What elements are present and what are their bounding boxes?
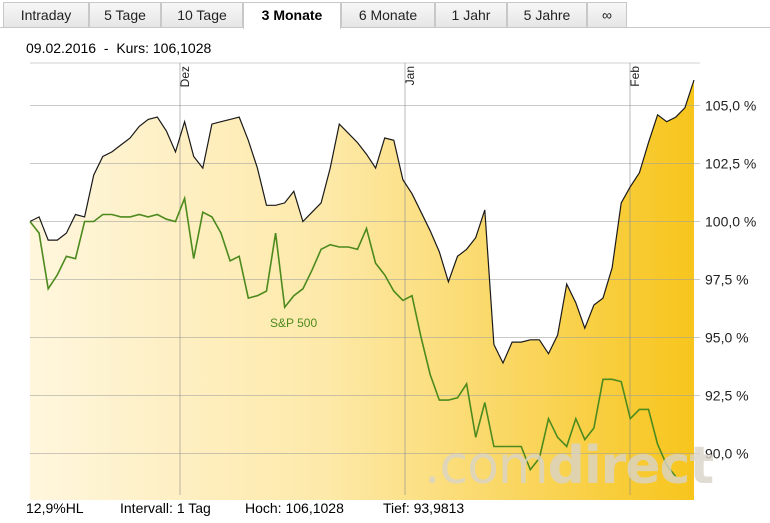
y-tick-label: 92,5 % bbox=[705, 388, 749, 404]
quote-price-label: Kurs: bbox=[116, 40, 149, 56]
footer-low: Tief: 93,9813 bbox=[383, 500, 465, 516]
tab-1-jahr[interactable]: 1 Jahr bbox=[435, 2, 507, 27]
y-tick-label: 95,0 % bbox=[705, 330, 749, 346]
x-tick-label: Dez bbox=[178, 66, 192, 87]
tab-intraday[interactable]: Intraday bbox=[3, 2, 89, 27]
x-axis-labels: Dez Jan Feb bbox=[178, 66, 642, 88]
period-tabs: Intraday 5 Tage 10 Tage 3 Monate 6 Monat… bbox=[0, 0, 770, 29]
x-tick-label: Feb bbox=[628, 66, 642, 87]
y-tick-label: 90,0 % bbox=[705, 446, 749, 462]
sp500-line bbox=[29, 195, 677, 478]
footer-high: Hoch: 106,1028 bbox=[245, 500, 344, 516]
y-tick-label: 97,5 % bbox=[705, 272, 749, 288]
y-axis-labels: 90,0 % 92,5 % 95,0 % 97,5 % 100,0 % 102,5 % 10… bbox=[705, 98, 756, 462]
tab-3-monate[interactable]: 3 Monate bbox=[243, 2, 341, 29]
y-gridlines bbox=[30, 105, 700, 454]
y-tick-label: 102,5 % bbox=[705, 156, 756, 172]
footer-interval: Intervall: 1 Tag bbox=[120, 500, 211, 516]
y-tick-label: 100,0 % bbox=[705, 214, 756, 230]
quote-line: 09.02.2016 - Kurs: 106,1028 bbox=[26, 40, 211, 56]
series-label-sp500: S&P 500 bbox=[270, 316, 317, 330]
quote-date: 09.02.2016 bbox=[26, 40, 97, 56]
tab-6-monate[interactable]: 6 Monate bbox=[341, 2, 435, 27]
quote-price: 106,1028 bbox=[152, 40, 212, 56]
tab-10-tage[interactable]: 10 Tage bbox=[161, 2, 243, 27]
index-area-fill bbox=[30, 80, 694, 500]
tab-5-jahre[interactable]: 5 Jahre bbox=[507, 2, 587, 27]
y-tick-label: 105,0 % bbox=[705, 98, 756, 114]
tab-all-time[interactable]: ∞ bbox=[587, 2, 627, 27]
footer-volatility: 12,9%HL bbox=[26, 500, 84, 516]
index-line bbox=[29, 79, 695, 365]
quote-separator: - bbox=[103, 40, 109, 56]
tab-5-tage[interactable]: 5 Tage bbox=[89, 2, 161, 27]
x-tick-label: Jan bbox=[403, 66, 417, 85]
